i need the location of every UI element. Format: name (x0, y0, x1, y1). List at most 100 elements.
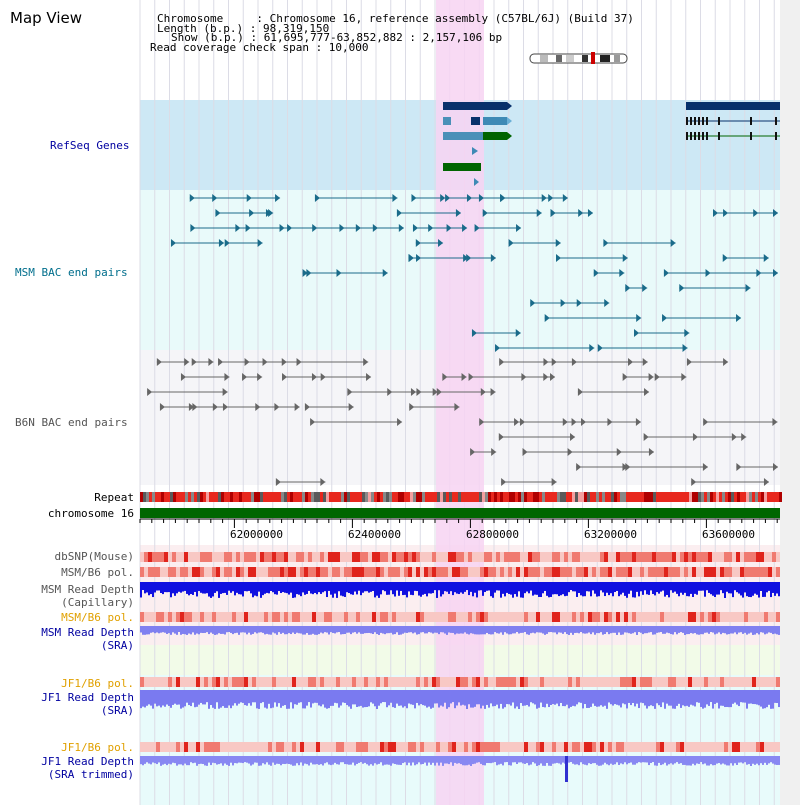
polymorphism-cell (580, 612, 584, 622)
read-depth-bar (630, 756, 632, 763)
track-label-msm-depth-sra: MSM Read Depth (41, 626, 134, 639)
read-depth-bar (752, 756, 754, 764)
read-depth-bar (480, 690, 482, 709)
refseq-gene-features[interactable] (443, 102, 780, 186)
refseq-exon (750, 117, 752, 125)
polymorphism-cell (256, 677, 260, 687)
read-depth-bar (414, 690, 416, 709)
read-depth-bar (380, 756, 382, 763)
polymorphism-cell (336, 612, 340, 622)
bac-end (190, 224, 196, 232)
read-depth-bar (632, 756, 634, 765)
read-depth-bar (276, 756, 278, 764)
read-depth-bar (318, 582, 320, 593)
read-depth-bar (474, 756, 476, 764)
polymorphism-cell (648, 742, 652, 752)
b6n-bac-features[interactable] (147, 358, 778, 486)
read-depth-bar (518, 626, 520, 634)
bac-end (772, 418, 778, 426)
track-label-msm-bac[interactable]: MSM BAC end pairs (15, 266, 128, 279)
read-depth-bar (486, 626, 488, 633)
chromosome-segment (140, 508, 780, 518)
read-depth-bar (758, 756, 760, 766)
read-depth-bar (638, 756, 640, 763)
bac-end (184, 358, 190, 366)
polymorphism-cell (356, 567, 360, 577)
polymorphism-cell (344, 742, 348, 752)
read-depth-bar (648, 756, 650, 766)
read-depth-bar (596, 582, 598, 597)
read-depth-bar (496, 626, 498, 634)
read-depth-bar (440, 626, 442, 633)
read-depth-bar (270, 690, 272, 709)
read-depth-bar (338, 690, 340, 708)
repeat-segment (464, 492, 467, 502)
polymorphism-cell (284, 567, 288, 577)
read-depth-bar (500, 756, 502, 764)
read-depth-bar (420, 690, 422, 705)
msm-bac-features[interactable] (170, 194, 778, 352)
read-depth-bar (536, 582, 538, 595)
read-depth-bar (174, 582, 176, 596)
repeat-segment (206, 492, 209, 502)
read-depth-bar (618, 690, 620, 706)
read-depth-bar (680, 690, 682, 708)
read-depth-bar (558, 582, 560, 597)
read-depth-bar (512, 626, 514, 634)
chromosome-ideogram[interactable] (529, 52, 628, 64)
polymorphism-cell (332, 742, 336, 752)
polymorphism-cell (700, 612, 704, 622)
read-depth-bar (304, 626, 306, 635)
polymorphism-cell (308, 742, 312, 752)
read-depth-bar (404, 582, 406, 595)
bac-end (530, 299, 536, 307)
polymorphism-cell (604, 552, 608, 562)
polymorphism-cell (700, 742, 704, 752)
read-depth-bar (578, 756, 580, 766)
bac-end (679, 284, 685, 292)
polymorphism-cell (252, 612, 256, 622)
polymorphism-cell (600, 742, 604, 752)
polymorphism-cell (400, 552, 404, 562)
read-depth-bar (508, 626, 510, 635)
repeat-segment (290, 492, 293, 502)
bac-end (686, 358, 692, 366)
read-depth-bar (360, 582, 362, 596)
read-depth-bar (706, 690, 708, 705)
read-depth-bar (172, 582, 174, 594)
track-label-b6n-bac[interactable]: B6N BAC end pairs (15, 416, 128, 429)
read-depth-bar (442, 690, 444, 707)
read-depth-bar (444, 756, 446, 764)
polymorphism-cell (560, 612, 564, 622)
read-depth-bar (382, 690, 384, 703)
repeat-segment (191, 492, 194, 502)
read-depth-bar (166, 582, 168, 593)
repeat-segment (641, 492, 644, 502)
repeat-segment (584, 492, 587, 502)
polymorphism-cell (716, 677, 720, 687)
repeat-segment (344, 492, 347, 502)
repeat-segment (452, 492, 455, 502)
polymorphism-cell (720, 567, 724, 577)
polymorphism-cell (304, 552, 308, 562)
polymorphism-cell (452, 612, 456, 622)
polymorphism-cell (356, 677, 360, 687)
read-depth-bar (286, 626, 288, 635)
read-depth-bar (572, 756, 574, 764)
read-depth-bar (146, 690, 148, 706)
bac-end (648, 448, 654, 456)
polymorphism-cell (648, 612, 652, 622)
read-depth-bar (330, 582, 332, 595)
read-depth-bar (320, 690, 322, 707)
read-depth-bar (734, 626, 736, 633)
read-depth-bar (492, 582, 494, 598)
read-depth-bar (678, 626, 680, 633)
polymorphism-cell (632, 742, 636, 752)
read-depth-bar (376, 626, 378, 635)
track-label-refseq[interactable]: RefSeq Genes (50, 139, 130, 152)
polymorphism-cell (556, 612, 560, 622)
polymorphism-cell (480, 677, 484, 687)
read-depth-bar (458, 582, 460, 595)
polymorphism-cell (328, 612, 332, 622)
read-depth-bar (752, 690, 754, 705)
